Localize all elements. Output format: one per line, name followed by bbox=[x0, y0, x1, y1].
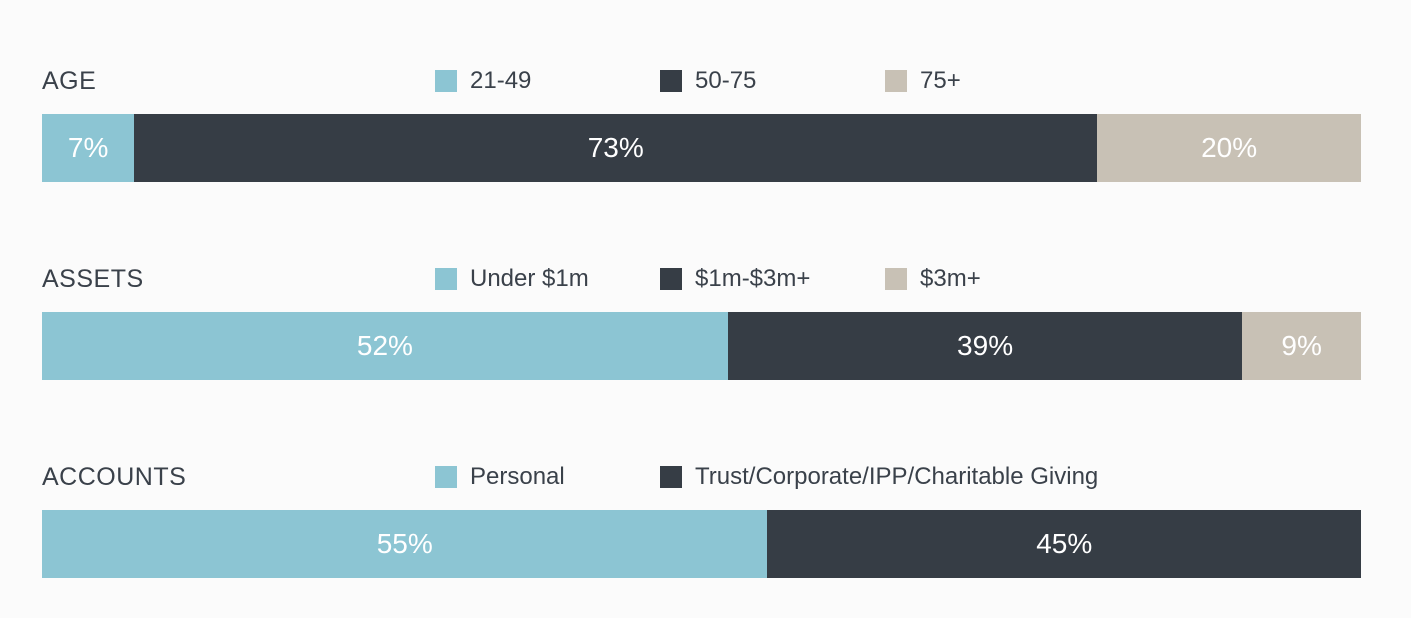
legend-item: Under $1m bbox=[435, 262, 589, 296]
bar-segment: 39% bbox=[727, 312, 1243, 380]
legend-label: $3m+ bbox=[920, 265, 981, 292]
legend-label: Personal bbox=[470, 463, 565, 490]
legend-item: 21-49 bbox=[435, 64, 531, 98]
chart-section: AGE 21-49 50-75 75+ 7% 73% 20% bbox=[42, 64, 1361, 182]
chart-content: AGE 21-49 50-75 75+ 7% 73% 20% ASSETS Under $1m $… bbox=[42, 0, 1361, 578]
legend-label: 21-49 bbox=[470, 67, 532, 94]
bar-segment: 9% bbox=[1242, 312, 1361, 380]
bar-segment-value: 9% bbox=[1281, 330, 1322, 361]
chart-section: ACCOUNTS Personal Trust/Corporate/IPP/Char… bbox=[42, 460, 1361, 578]
legend-color-swatch bbox=[885, 268, 907, 290]
bar-segment: 52% bbox=[42, 312, 728, 380]
legend-item: $3m+ bbox=[885, 262, 981, 296]
section-title: ACCOUNTS bbox=[42, 462, 187, 491]
legend-color-swatch bbox=[660, 70, 682, 92]
bar-segment-value: 7% bbox=[67, 132, 109, 163]
section-header: ACCOUNTS Personal Trust/Corporate/IPP/Char… bbox=[42, 460, 1361, 494]
legend-color-swatch bbox=[885, 70, 907, 92]
legend-item: 75+ bbox=[885, 64, 961, 98]
bar-segment: 55% bbox=[42, 510, 768, 578]
legend-item: Trust/Corporate/IPP/Charitable Giving bbox=[660, 460, 1098, 494]
bar-segment: 7% bbox=[42, 114, 135, 182]
bar-segment-value: 73% bbox=[587, 132, 644, 163]
stacked-bar: 7% 73% 20% bbox=[42, 114, 1361, 182]
legend-color-swatch bbox=[435, 70, 457, 92]
legend-item: Personal bbox=[435, 460, 565, 494]
legend-item: 50-75 bbox=[660, 64, 756, 98]
legend-label: 75+ bbox=[920, 67, 961, 94]
stacked-bar: 52% 39% 9% bbox=[42, 312, 1361, 380]
legend-label: Under $1m bbox=[470, 265, 589, 292]
bar-segment-value: 55% bbox=[376, 528, 433, 559]
legend-item: $1m-$3m+ bbox=[660, 262, 810, 296]
section-header: AGE 21-49 50-75 75+ bbox=[42, 64, 1361, 98]
bar-segment: 20% bbox=[1097, 114, 1361, 182]
bar-segment-value: 39% bbox=[957, 330, 1014, 361]
legend-color-swatch bbox=[435, 268, 457, 290]
bar-segment-value: 45% bbox=[1036, 528, 1093, 559]
legend-label: $1m-$3m+ bbox=[695, 265, 811, 292]
legend-color-swatch bbox=[435, 466, 457, 488]
chart-section: ASSETS Under $1m $1m-$3m+ $3m+ 52% 39% 9% bbox=[42, 262, 1361, 380]
bar-segment-value: 52% bbox=[356, 330, 413, 361]
legend-label: 50-75 bbox=[695, 67, 757, 94]
section-title: AGE bbox=[42, 66, 97, 95]
legend-color-swatch bbox=[660, 268, 682, 290]
bar-segment: 73% bbox=[134, 114, 1098, 182]
bar-segment-value: 20% bbox=[1201, 132, 1258, 163]
legend-label: Trust/Corporate/IPP/Charitable Giving bbox=[695, 463, 1099, 490]
bar-segment: 45% bbox=[767, 510, 1361, 578]
legend-color-swatch bbox=[660, 466, 682, 488]
section-header: ASSETS Under $1m $1m-$3m+ $3m+ bbox=[42, 262, 1361, 296]
stacked-bar: 55% 45% bbox=[42, 510, 1361, 578]
section-title: ASSETS bbox=[42, 264, 144, 293]
